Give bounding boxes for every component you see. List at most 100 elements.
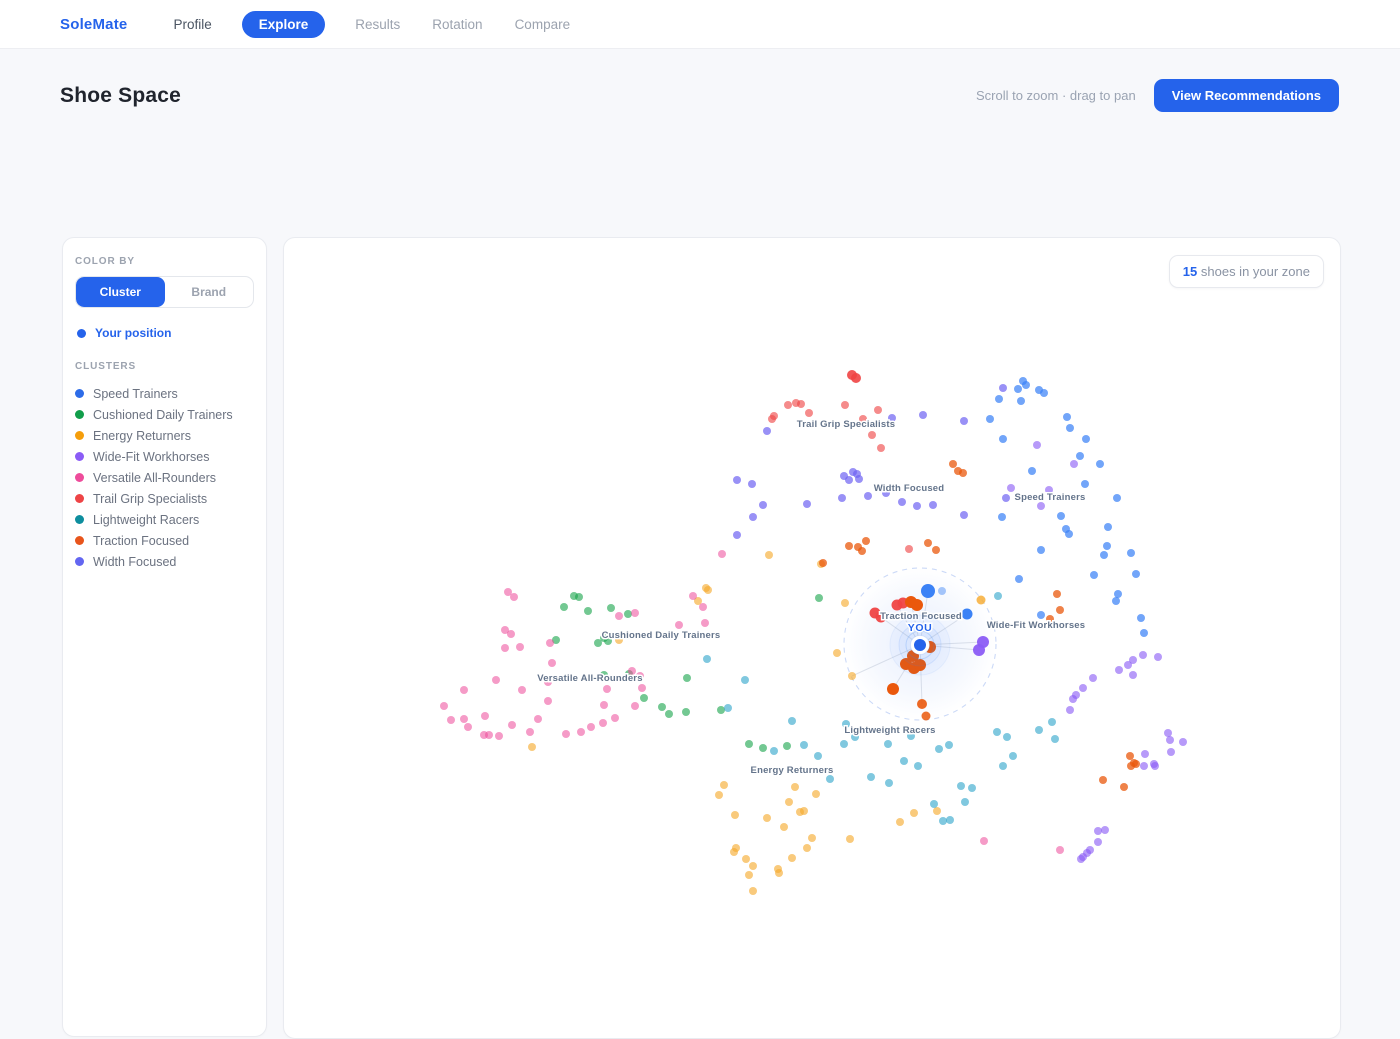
shoe-dot[interactable] bbox=[785, 798, 793, 806]
shoe-dot[interactable] bbox=[1046, 615, 1054, 623]
shoe-dot[interactable] bbox=[1048, 718, 1056, 726]
shoe-dot[interactable] bbox=[689, 592, 697, 600]
shoe-dot[interactable] bbox=[1014, 385, 1022, 393]
shoe-dot[interactable] bbox=[867, 773, 875, 781]
shoe-dot[interactable] bbox=[803, 844, 811, 852]
shoe-dot[interactable] bbox=[838, 494, 846, 502]
shoe-dot[interactable] bbox=[945, 741, 953, 749]
shoe-dot[interactable] bbox=[510, 593, 518, 601]
color-by-brand-button[interactable]: Brand bbox=[165, 277, 254, 307]
shoe-dot[interactable] bbox=[780, 823, 788, 831]
shoe-dot[interactable] bbox=[749, 862, 757, 870]
shoe-dot[interactable] bbox=[858, 547, 866, 555]
shoe-dot[interactable] bbox=[607, 604, 615, 612]
shoe-dot[interactable] bbox=[694, 597, 702, 605]
shoe-dot[interactable] bbox=[1166, 736, 1174, 744]
shoe-dot[interactable] bbox=[658, 703, 666, 711]
shoe-dot[interactable] bbox=[1065, 530, 1073, 538]
shoe-dot[interactable] bbox=[1045, 486, 1053, 494]
shoe-dot[interactable] bbox=[611, 714, 619, 722]
shoe-dot[interactable] bbox=[770, 747, 778, 755]
shoe-dot[interactable] bbox=[913, 502, 921, 510]
shoe-dot[interactable] bbox=[814, 752, 822, 760]
shoe-dot[interactable] bbox=[763, 427, 771, 435]
shoe-dot[interactable] bbox=[730, 848, 738, 856]
shoe-dot[interactable] bbox=[675, 621, 683, 629]
shoe-dot[interactable] bbox=[885, 779, 893, 787]
shoe-dot[interactable] bbox=[914, 659, 926, 671]
shoe-dot[interactable] bbox=[841, 401, 849, 409]
shoe-dot[interactable] bbox=[460, 686, 468, 694]
shoe-dot[interactable] bbox=[917, 699, 927, 709]
color-by-cluster-button[interactable]: Cluster bbox=[76, 277, 165, 307]
shoe-dot[interactable] bbox=[594, 639, 602, 647]
shoe-dot[interactable] bbox=[882, 489, 890, 497]
shoe-dot[interactable] bbox=[784, 401, 792, 409]
shoe-dot[interactable] bbox=[1114, 590, 1122, 598]
shoe-dot[interactable] bbox=[1151, 762, 1159, 770]
shoe-dot[interactable] bbox=[1127, 549, 1135, 557]
shoe-dot[interactable] bbox=[1129, 671, 1137, 679]
shoe-dot[interactable] bbox=[862, 537, 870, 545]
shoe-dot[interactable] bbox=[1090, 571, 1098, 579]
shoe-dot[interactable] bbox=[507, 630, 515, 638]
shoe-dot[interactable] bbox=[1137, 614, 1145, 622]
shoe-dot[interactable] bbox=[526, 728, 534, 736]
shoe-dot[interactable] bbox=[1089, 674, 1097, 682]
shoe-dot[interactable] bbox=[848, 672, 856, 680]
shoe-dot[interactable] bbox=[600, 701, 608, 709]
shoe-space-scatter-plot[interactable]: Trail Grip Specialists Width Focused Speed… bbox=[284, 238, 1340, 1038]
shoe-dot[interactable] bbox=[1094, 827, 1102, 835]
shoe-dot[interactable] bbox=[765, 551, 773, 559]
shoe-dot[interactable] bbox=[939, 817, 947, 825]
shoe-dot[interactable] bbox=[797, 400, 805, 408]
shoe-dot[interactable] bbox=[763, 814, 771, 822]
shoe-dot[interactable] bbox=[1167, 748, 1175, 756]
shoe-dot[interactable] bbox=[724, 704, 732, 712]
shoe-dot[interactable] bbox=[1129, 656, 1137, 664]
shoe-dot[interactable] bbox=[1066, 706, 1074, 714]
shoe-dot[interactable] bbox=[504, 588, 512, 596]
shoe-dot[interactable] bbox=[1056, 606, 1064, 614]
shoe-dot[interactable] bbox=[845, 476, 853, 484]
shoe-dot[interactable] bbox=[546, 639, 554, 647]
shoe-dot[interactable] bbox=[1100, 551, 1108, 559]
shoe-dot[interactable] bbox=[808, 834, 816, 842]
shoe-dot[interactable] bbox=[993, 728, 1001, 736]
shoe-dot[interactable] bbox=[745, 871, 753, 879]
shoe-dot[interactable] bbox=[577, 728, 585, 736]
shoe-dot[interactable] bbox=[1033, 441, 1041, 449]
shoe-dot[interactable] bbox=[851, 733, 859, 741]
shoe-dot[interactable] bbox=[874, 406, 882, 414]
shoe-dot[interactable] bbox=[741, 676, 749, 684]
shoe-dot[interactable] bbox=[938, 587, 946, 595]
shoe-dot[interactable] bbox=[492, 676, 500, 684]
shoe-dot[interactable] bbox=[717, 706, 725, 714]
shoe-dot[interactable] bbox=[960, 511, 968, 519]
shoe-dot[interactable] bbox=[961, 798, 969, 806]
shoe-dot[interactable] bbox=[628, 667, 636, 675]
shoe-dot[interactable] bbox=[855, 475, 863, 483]
shoe-dot[interactable] bbox=[1056, 846, 1064, 854]
shoe-dot[interactable] bbox=[842, 720, 850, 728]
shoe-dot[interactable] bbox=[1132, 570, 1140, 578]
shoe-dot[interactable] bbox=[1112, 597, 1120, 605]
shoe-dot[interactable] bbox=[959, 469, 967, 477]
shoe-dot[interactable] bbox=[875, 611, 887, 623]
shoe-dot[interactable] bbox=[1040, 389, 1048, 397]
shoe-dot[interactable] bbox=[748, 480, 756, 488]
nav-tab-rotation[interactable]: Rotation bbox=[432, 16, 483, 32]
shoe-dot[interactable] bbox=[999, 384, 1007, 392]
shoe-dot[interactable] bbox=[544, 697, 552, 705]
shoe-dot[interactable] bbox=[960, 417, 968, 425]
shoe-dot[interactable] bbox=[562, 730, 570, 738]
shoe-dot[interactable] bbox=[914, 762, 922, 770]
shoe-dot[interactable] bbox=[1126, 752, 1134, 760]
shoe-dot[interactable] bbox=[946, 816, 954, 824]
shoe-dot[interactable] bbox=[803, 500, 811, 508]
shoe-dot[interactable] bbox=[715, 791, 723, 799]
shoe-dot[interactable] bbox=[1154, 653, 1162, 661]
shoe-dot[interactable] bbox=[1076, 452, 1084, 460]
shoe-dot[interactable] bbox=[745, 740, 753, 748]
shoe-dot[interactable] bbox=[788, 854, 796, 862]
